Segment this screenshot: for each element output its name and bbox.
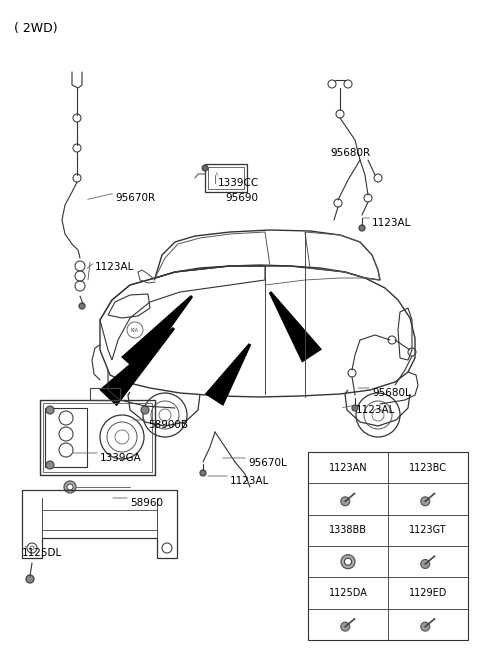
Text: 1123AL: 1123AL: [230, 476, 269, 486]
Text: 95680L: 95680L: [372, 388, 411, 398]
Circle shape: [421, 622, 430, 631]
Text: 95680R: 95680R: [330, 148, 370, 158]
Circle shape: [341, 622, 350, 631]
Bar: [308, 452, 468, 640]
Circle shape: [341, 555, 355, 569]
Text: 1123BC: 1123BC: [409, 462, 447, 473]
Polygon shape: [99, 327, 175, 406]
Polygon shape: [205, 343, 251, 406]
Text: 1129ED: 1129ED: [409, 588, 447, 598]
Circle shape: [64, 481, 76, 493]
Circle shape: [46, 406, 54, 414]
Text: 1125DA: 1125DA: [329, 588, 367, 598]
Circle shape: [79, 303, 85, 309]
Bar: [208, 167, 244, 189]
Text: 1123AL: 1123AL: [356, 405, 396, 415]
Circle shape: [341, 497, 350, 506]
Circle shape: [26, 575, 34, 583]
Circle shape: [46, 461, 54, 469]
Bar: [45, 408, 87, 467]
Text: 1123GT: 1123GT: [409, 525, 447, 535]
Text: 58900B: 58900B: [148, 420, 188, 430]
Circle shape: [200, 470, 206, 476]
Polygon shape: [121, 295, 193, 373]
Circle shape: [67, 484, 73, 490]
Circle shape: [345, 558, 351, 565]
Text: 95670R: 95670R: [115, 193, 155, 203]
Circle shape: [141, 406, 149, 414]
Text: 1339GA: 1339GA: [100, 453, 142, 463]
Text: 1123AL: 1123AL: [372, 218, 411, 228]
Text: 58960: 58960: [130, 498, 163, 508]
Text: 1123AN: 1123AN: [329, 462, 367, 473]
Bar: [90, 388, 120, 400]
Bar: [205, 164, 247, 192]
Text: 1339CC: 1339CC: [218, 178, 259, 188]
Circle shape: [352, 405, 358, 411]
Circle shape: [421, 560, 430, 569]
Bar: [40, 400, 155, 475]
Polygon shape: [269, 291, 322, 363]
Circle shape: [421, 497, 430, 506]
Circle shape: [359, 225, 365, 231]
Text: 95690: 95690: [225, 193, 258, 203]
Circle shape: [202, 165, 208, 171]
Text: KIA: KIA: [131, 327, 139, 333]
Text: 1123AL: 1123AL: [95, 262, 134, 272]
Text: ( 2WD): ( 2WD): [14, 22, 58, 35]
Bar: [43, 403, 152, 472]
Text: 1125DL: 1125DL: [22, 548, 62, 558]
Text: 1338BB: 1338BB: [329, 525, 367, 535]
Text: 95670L: 95670L: [248, 458, 287, 468]
